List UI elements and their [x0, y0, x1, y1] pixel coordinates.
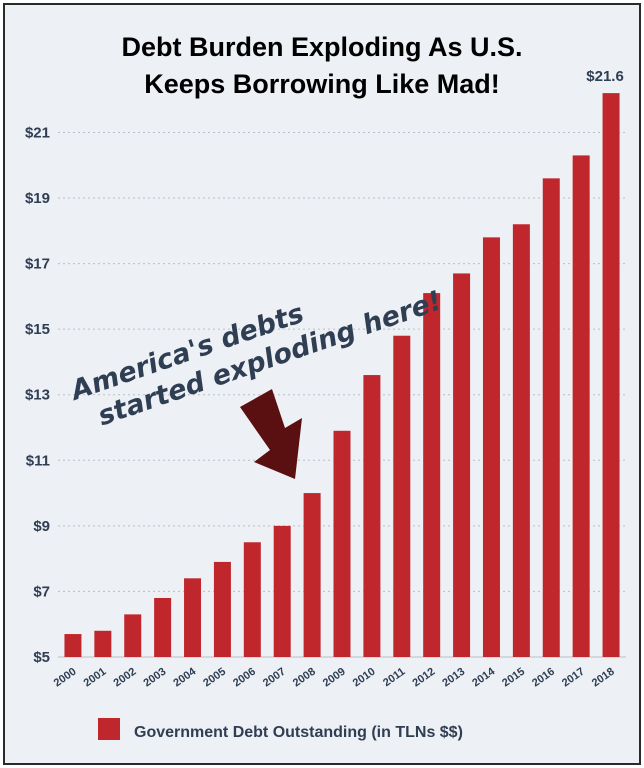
- bar-2003: [154, 597, 172, 657]
- x-tick-label: 2011: [381, 666, 407, 690]
- x-tick-label: 2010: [351, 666, 378, 690]
- chart-title-line-1: Debt Burden Exploding As U.S.: [121, 32, 522, 62]
- bar-2012: [423, 293, 441, 657]
- x-tick-label: 2014: [470, 665, 498, 689]
- legend-label: Government Debt Outstanding (in TLNs $$): [134, 724, 463, 741]
- bars: [64, 93, 620, 657]
- bar-2008: [303, 493, 321, 657]
- x-tick-label: 2002: [112, 666, 139, 690]
- x-tick-label: 2006: [231, 666, 258, 690]
- annotation-arrow-icon: [240, 389, 302, 479]
- x-tick-label: 2007: [261, 666, 288, 690]
- bar-2014: [482, 237, 500, 657]
- x-axis-ticks: 2000 2001 2002 2003 2004 2005 2006 2007 2008 2009…: [52, 665, 617, 689]
- y-tick-label: $11: [26, 452, 50, 469]
- chart-title-line-2: Keeps Borrowing Like Mad!: [144, 69, 500, 99]
- bar-2001: [94, 630, 112, 657]
- x-tick-label: 2015: [500, 666, 527, 690]
- bar-2016: [542, 178, 560, 657]
- bar-2007: [273, 525, 291, 657]
- data-labels: $21.6: [586, 68, 624, 85]
- x-tick-label: 2016: [530, 666, 557, 690]
- legend-swatch: [98, 718, 120, 740]
- bar-2011: [393, 335, 411, 657]
- x-tick-label: 2017: [560, 666, 587, 690]
- bar-2010: [363, 375, 381, 657]
- bar-2015: [512, 224, 530, 657]
- x-tick-label: 2013: [440, 666, 467, 690]
- y-tick-label: $5: [33, 649, 50, 666]
- y-tick-label: $21: [25, 124, 50, 141]
- y-tick-label: $9: [33, 518, 50, 535]
- bar-2009: [333, 430, 351, 657]
- legend: Government Debt Outstanding (in TLNs $$): [98, 718, 463, 741]
- x-tick-label: 2005: [201, 666, 228, 690]
- y-tick-label: $19: [25, 190, 50, 207]
- bar-2006: [243, 542, 261, 657]
- bar-2004: [184, 578, 202, 657]
- x-tick-label: 2004: [171, 665, 199, 689]
- y-tick-label: $7: [33, 583, 50, 600]
- x-tick-label: 2018: [590, 666, 617, 690]
- bar-2018: [602, 93, 620, 657]
- x-tick-label: 2001: [82, 666, 109, 690]
- bar-2013: [453, 273, 471, 657]
- x-tick-label: 2012: [410, 666, 437, 690]
- x-tick-label: 2008: [291, 666, 318, 690]
- y-tick-label: $17: [25, 256, 50, 273]
- x-tick-label: 2009: [321, 666, 348, 690]
- bar-2017: [572, 155, 590, 657]
- bar-2005: [213, 561, 231, 657]
- bar-2002: [124, 614, 142, 657]
- annotation: America's debts started exploding here!: [65, 285, 446, 479]
- x-tick-label: 2003: [141, 666, 168, 690]
- bar-2000: [64, 634, 82, 657]
- y-tick-label: $13: [25, 387, 50, 404]
- x-tick-label: 2000: [52, 666, 79, 690]
- y-axis-ticks: $5 $7 $9 $11 $13 $15 $17 $19 $21: [25, 124, 50, 666]
- data-label: $21.6: [586, 68, 624, 85]
- y-tick-label: $15: [25, 321, 50, 338]
